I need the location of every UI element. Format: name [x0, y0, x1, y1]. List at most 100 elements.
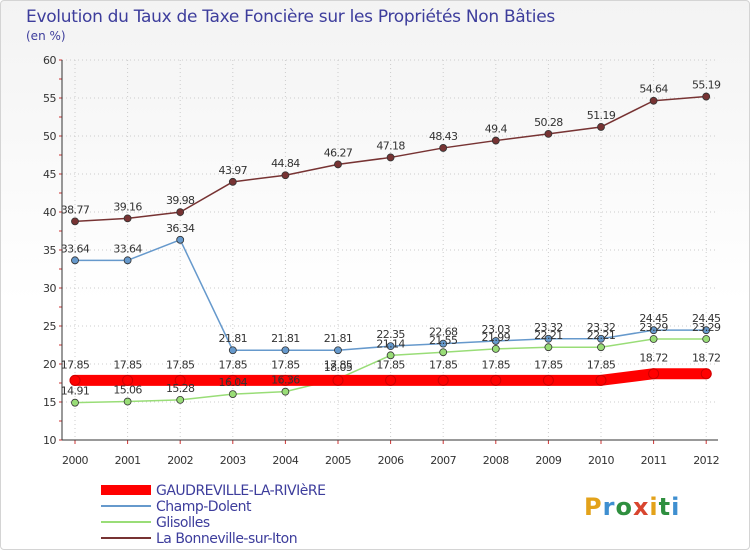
data-label: 46.27 [324, 146, 353, 159]
data-point [227, 374, 239, 386]
x-tick-label: 2012 [693, 454, 719, 467]
data-point [544, 129, 553, 138]
x-tick-label: 2004 [272, 454, 298, 467]
data-point [386, 351, 395, 360]
data-point [123, 214, 132, 223]
logo-letter: i [649, 493, 658, 521]
data-point [176, 235, 185, 244]
data-point [649, 96, 658, 105]
data-label: 22.68 [429, 326, 458, 339]
chart-title: Evolution du Taux de Taxe Foncière sur l… [26, 7, 555, 27]
data-point [439, 348, 448, 357]
data-point [491, 344, 500, 353]
x-tick-label: 2010 [588, 454, 614, 467]
y-tick-label: 10 [43, 434, 56, 447]
data-point [123, 256, 132, 265]
data-point [597, 343, 605, 352]
data-label: 15.28 [166, 382, 195, 395]
x-tick-label: 2011 [641, 454, 667, 467]
data-label: 21.81 [219, 332, 248, 345]
data-label: 18.05 [324, 361, 353, 374]
data-label: 22.21 [534, 329, 563, 342]
data-label: 18.72 [639, 352, 668, 365]
x-tick-label: 2002 [167, 454, 193, 467]
data-point [542, 374, 554, 386]
data-point [439, 339, 448, 348]
data-point [544, 343, 553, 352]
data-label: 23.32 [534, 321, 563, 334]
data-point [281, 346, 290, 355]
data-point [702, 335, 711, 343]
data-point [386, 342, 395, 351]
y-tick-label: 50 [43, 130, 56, 143]
data-label: 17.85 [324, 358, 353, 371]
logo-letter: t [659, 493, 671, 521]
data-label: 33.64 [61, 242, 90, 255]
logo-letter: i [671, 493, 680, 521]
data-point [595, 374, 607, 386]
data-point [702, 326, 711, 335]
data-point [386, 153, 395, 162]
x-tick-label: 2000 [62, 454, 88, 467]
data-label: 22.35 [376, 328, 405, 341]
data-point [597, 334, 605, 343]
legend-label: GAUDREVILLE-LA-RIVIèRE [156, 483, 325, 499]
y-tick-label: 25 [43, 320, 56, 333]
x-tick-label: 2007 [430, 454, 456, 467]
data-point [334, 160, 342, 169]
y-tick-label: 60 [43, 54, 56, 67]
data-point [700, 368, 712, 380]
y-tick-label: 20 [43, 358, 56, 371]
data-label: 17.85 [271, 358, 300, 371]
y-axis-unit: (en %) [26, 29, 66, 43]
data-point [71, 398, 79, 407]
series [69, 92, 712, 407]
data-point [385, 374, 397, 386]
data-label: 39.98 [166, 194, 195, 207]
data-label: 36.34 [166, 222, 195, 235]
legend: GAUDREVILLE-LA-RIVIèREChamp-DolentGlisol… [101, 483, 326, 547]
data-point [490, 374, 502, 386]
data-label: 48.43 [429, 130, 458, 143]
data-point [176, 208, 185, 217]
data-point [491, 337, 500, 345]
data-label: 17.85 [534, 358, 563, 371]
logo-letter: P [584, 493, 603, 521]
data-point [597, 123, 605, 131]
data-label: 38.77 [61, 203, 90, 216]
data-point [228, 346, 237, 355]
data-label: 17.85 [482, 358, 511, 371]
data-label: 21.99 [482, 331, 511, 344]
data-point [649, 326, 658, 335]
legend-label: La Bonneville-sur-Iton [156, 531, 297, 547]
y-tick-label: 35 [43, 244, 56, 257]
logo-letter: x [633, 493, 649, 521]
x-tick-label: 2006 [378, 454, 404, 467]
data-label: 17.85 [429, 358, 458, 371]
data-point [491, 136, 500, 145]
logo-letter: r [603, 493, 616, 521]
data-label: 49.4 [485, 123, 508, 136]
data-point [69, 374, 81, 386]
data-labels: 38.77 39.16 39.98 43.97 44.84 46.27 47.18 48.43… [61, 79, 722, 398]
data-point [71, 256, 79, 265]
y-tick-label: 55 [43, 92, 56, 105]
data-label: 21.14 [376, 337, 405, 350]
data-label: 24.45 [639, 312, 668, 325]
data-label: 54.64 [639, 83, 668, 96]
data-point [228, 390, 237, 398]
legend-label: Champ-Dolent [156, 499, 252, 515]
data-point [228, 177, 237, 186]
data-label: 22.21 [587, 329, 616, 342]
data-point [279, 374, 291, 386]
data-label: 17.85 [166, 358, 195, 371]
data-label: 21.81 [271, 332, 300, 345]
data-label: 23.32 [587, 321, 616, 334]
data-label: 16.04 [219, 376, 248, 389]
x-tick-label: 2001 [115, 454, 141, 467]
data-label: 55.19 [692, 79, 721, 92]
legend-label: Glisolles [156, 515, 210, 531]
data-label: 44.84 [271, 157, 300, 170]
